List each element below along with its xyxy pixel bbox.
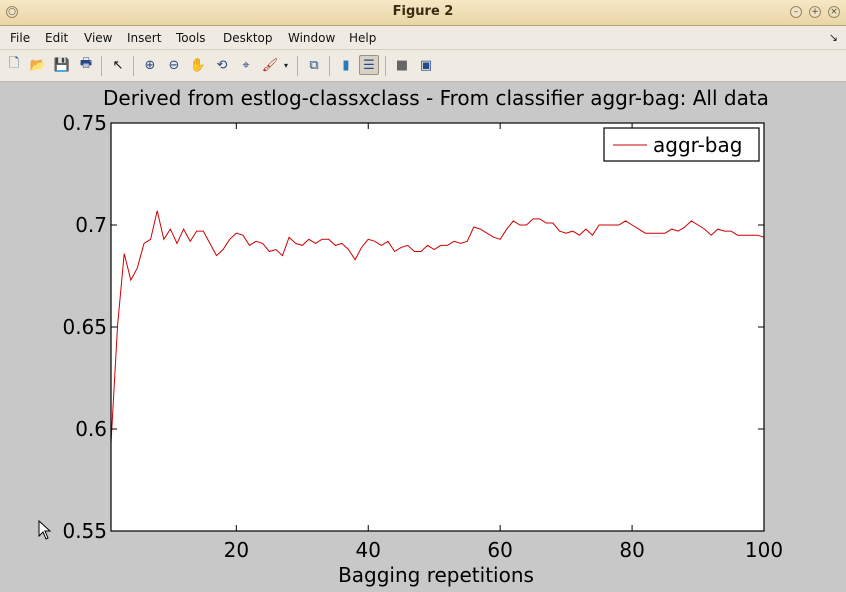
x-tick-label: 60 xyxy=(487,538,512,562)
legend-label-aggr-bag: aggr-bag xyxy=(653,133,742,157)
y-tick-label: 0.65 xyxy=(62,315,107,339)
legend-icon[interactable]: ☰ xyxy=(359,55,379,75)
x-axis-label: Bagging repetitions xyxy=(338,563,534,587)
figure-toolbar: 🗋 📂 💾 🖶 ↖ ⊕ ⊖ ✋ ⟲ ⌖ 🖌 ▾ ⧉ ▮ ☰ ■ ▣ xyxy=(0,50,846,82)
dock-figure-icon[interactable]: ↘ xyxy=(828,31,838,44)
x-tick-label: 80 xyxy=(619,538,644,562)
menu-desktop[interactable]: Desktop xyxy=(223,31,273,45)
zoom-out-icon[interactable]: ⊖ xyxy=(168,57,180,73)
x-tick-label: 100 xyxy=(745,538,783,562)
y-tick-label: 0.55 xyxy=(62,519,107,543)
rotate-3d-icon[interactable]: ⟲ xyxy=(216,57,228,73)
minimize-icon[interactable]: – xyxy=(790,6,802,18)
toolbar-separator xyxy=(101,56,102,76)
show-plot-tools-icon[interactable]: ▣ xyxy=(419,57,433,73)
plot-area xyxy=(111,123,764,531)
y-tick-label: 0.7 xyxy=(75,213,107,237)
legend[interactable]: aggr-bag xyxy=(603,127,760,162)
x-tick-label: 40 xyxy=(356,538,381,562)
menu-window[interactable]: Window xyxy=(288,31,336,45)
data-cursor-icon[interactable]: ⌖ xyxy=(242,57,250,73)
save-icon[interactable]: 💾 xyxy=(53,57,71,73)
toolbar-separator xyxy=(385,56,386,76)
series-line-aggr-bag xyxy=(110,210,765,444)
menu-edit[interactable]: Edit xyxy=(45,31,69,45)
window-titlebar: ○ Figure 2 – + × xyxy=(0,0,846,26)
window-title: Figure 2 xyxy=(392,4,454,19)
new-figure-icon[interactable]: 🗋 xyxy=(8,56,20,71)
x-tick-label: 20 xyxy=(224,538,249,562)
brush-icon[interactable]: 🖌 xyxy=(261,57,279,73)
toolbar-separator xyxy=(133,56,134,76)
maximize-icon[interactable]: + xyxy=(809,6,821,18)
edit-plot-arrow-icon[interactable]: ↖ xyxy=(112,57,124,73)
brush-dropdown-icon[interactable]: ▾ xyxy=(283,60,288,70)
menu-file[interactable]: File xyxy=(10,31,31,45)
window-menu-icon[interactable]: ○ xyxy=(6,6,18,18)
menu-view[interactable]: View xyxy=(84,31,113,45)
close-icon[interactable]: × xyxy=(828,6,840,18)
print-icon[interactable]: 🖶 xyxy=(79,56,93,71)
y-tick-label: 0.75 xyxy=(62,111,107,135)
open-file-icon[interactable]: 📂 xyxy=(29,57,47,73)
y-tick-label: 0.6 xyxy=(75,417,107,441)
toolbar-separator xyxy=(329,56,330,76)
pan-hand-icon[interactable]: ✋ xyxy=(189,57,207,73)
chart-title: Derived from estlog-classxclass - From c… xyxy=(103,86,769,110)
menu-bar: File Edit View Insert Tools Desktop Wind… xyxy=(0,26,846,50)
mouse-pointer-icon xyxy=(38,520,52,540)
menu-help[interactable]: Help xyxy=(349,31,377,45)
toolbar-separator xyxy=(297,56,298,76)
link-plot-icon[interactable]: ⧉ xyxy=(309,57,319,73)
hide-plot-tools-icon[interactable]: ■ xyxy=(395,57,409,73)
zoom-in-icon[interactable]: ⊕ xyxy=(144,57,156,73)
menu-tools[interactable]: Tools xyxy=(176,31,206,45)
colorbar-icon[interactable]: ▮ xyxy=(342,57,350,73)
menu-insert[interactable]: Insert xyxy=(127,31,162,45)
